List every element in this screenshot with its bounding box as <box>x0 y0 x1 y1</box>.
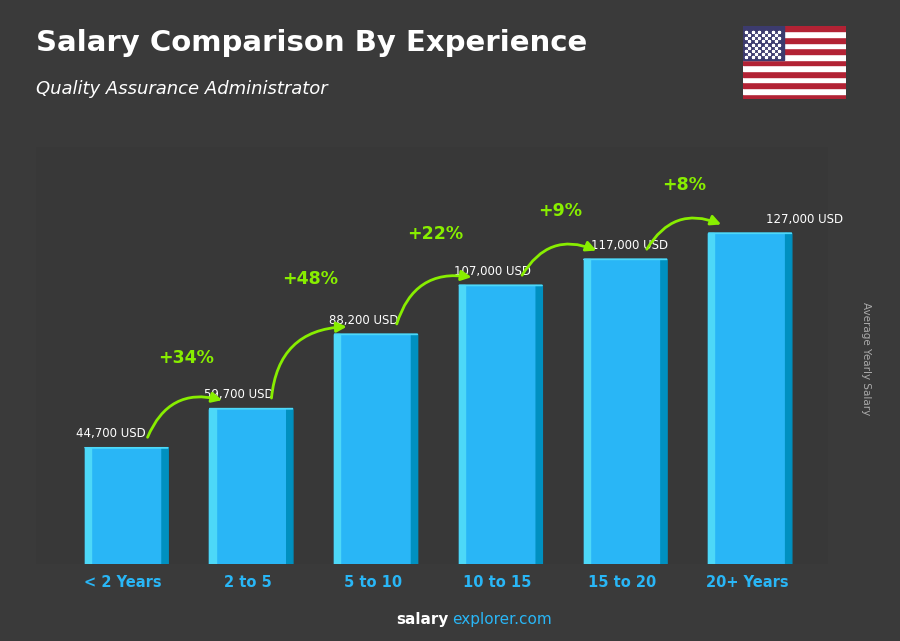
Bar <box>742 26 784 60</box>
Polygon shape <box>661 260 667 564</box>
Polygon shape <box>162 447 168 564</box>
Text: +8%: +8% <box>662 176 706 194</box>
Bar <box>742 31 846 37</box>
Bar <box>742 65 846 71</box>
Bar <box>210 408 216 564</box>
Bar <box>742 82 846 88</box>
Bar <box>334 335 340 564</box>
Bar <box>742 37 846 43</box>
Bar <box>210 408 287 564</box>
Bar <box>334 335 411 564</box>
Text: +9%: +9% <box>538 202 581 221</box>
Bar <box>742 26 846 31</box>
Bar <box>459 285 536 564</box>
Bar <box>708 233 715 564</box>
Bar <box>583 260 661 564</box>
Polygon shape <box>287 408 292 564</box>
Bar <box>742 48 846 54</box>
Bar <box>85 447 91 564</box>
Bar <box>708 233 786 564</box>
Text: +48%: +48% <box>283 270 338 288</box>
Polygon shape <box>786 233 792 564</box>
Bar <box>742 77 846 82</box>
Polygon shape <box>411 335 418 564</box>
Text: Salary Comparison By Experience: Salary Comparison By Experience <box>36 29 587 57</box>
Text: 59,700 USD: 59,700 USD <box>204 388 274 401</box>
Text: 127,000 USD: 127,000 USD <box>766 213 842 226</box>
Bar <box>742 94 846 99</box>
Bar <box>742 54 846 60</box>
Bar <box>742 60 846 65</box>
Bar <box>85 447 162 564</box>
Text: +34%: +34% <box>158 349 213 367</box>
Text: Average Yearly Salary: Average Yearly Salary <box>860 303 871 415</box>
Text: explorer.com: explorer.com <box>452 612 552 627</box>
Bar <box>742 88 846 94</box>
Text: 88,200 USD: 88,200 USD <box>329 313 399 326</box>
Bar <box>742 71 846 77</box>
Text: +22%: +22% <box>407 225 464 243</box>
Text: 107,000 USD: 107,000 USD <box>454 265 531 278</box>
Polygon shape <box>536 285 543 564</box>
Text: Quality Assurance Administrator: Quality Assurance Administrator <box>36 80 328 98</box>
Text: 117,000 USD: 117,000 USD <box>591 238 668 251</box>
Bar <box>583 260 590 564</box>
Text: 44,700 USD: 44,700 USD <box>76 427 146 440</box>
Bar <box>742 43 846 48</box>
Bar <box>459 285 465 564</box>
Text: salary: salary <box>396 612 448 627</box>
